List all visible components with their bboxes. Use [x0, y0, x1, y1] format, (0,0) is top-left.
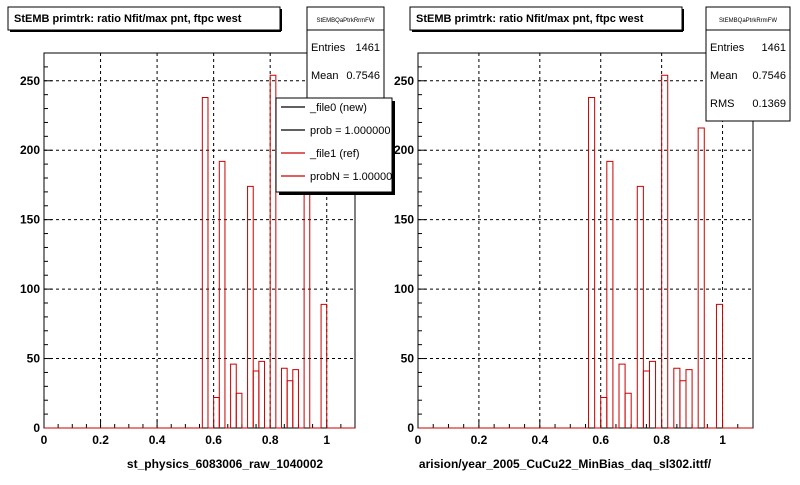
y-tick-label: 100 — [394, 282, 414, 296]
y-tick-label: 100 — [20, 282, 40, 296]
histogram-bin — [235, 392, 243, 428]
histogram-bin — [685, 369, 693, 428]
legend-label: _file1 (ref) — [309, 148, 360, 160]
histogram-bin — [201, 96, 209, 428]
legend-label: probN = 1.000000 — [310, 171, 398, 183]
histogram-bin — [258, 360, 266, 428]
stats-label: Entries — [710, 42, 745, 54]
y-tick-label: 200 — [20, 143, 40, 157]
histogram-bin — [320, 303, 328, 428]
chart-title: StEMB primtrk: ratio Nfit/max pnt, ftpc … — [416, 13, 644, 25]
y-tick-label: 250 — [394, 74, 414, 88]
histogram-bin — [624, 392, 632, 428]
x-tick-label: 0.2 — [471, 433, 488, 447]
stats-name: StEMBQaPtrkRrmFW — [317, 18, 375, 24]
x-axis-label: st_physics_6083006_raw_1040002 — [127, 457, 323, 471]
stats-label: Entries — [311, 42, 346, 54]
y-tick-label: 0 — [407, 421, 414, 435]
histogram-bin — [606, 160, 614, 428]
legend-label: _file0 (new) — [309, 102, 367, 114]
y-tick-label: 200 — [394, 143, 414, 157]
stats-name: StEMBQaPtrkRrmFW — [719, 18, 777, 24]
chart-title: StEMB primtrk: ratio Nfit/max pnt, ftpc … — [14, 13, 242, 25]
x-tick-label: 0.6 — [592, 433, 609, 447]
histogram-bin — [697, 127, 705, 428]
stats-box: StEMBQaPtrkRrmFW Entries 1461 Mean 0.7546 RMS… — [705, 6, 791, 122]
x-tick-label: 0.8 — [653, 433, 670, 447]
histogram-series — [44, 74, 355, 429]
histogram-bin — [218, 160, 226, 428]
stats-value: 0.1369 — [752, 98, 786, 110]
histogram-series — [418, 74, 753, 429]
legend: _file0 (new) prob = 1.000000 _file1 (ref) p… — [275, 97, 398, 195]
histogram-panel: 0 0.2 0.4 0.6 0.8 1 0 50 100 150 200 250 StEMB primt… — [394, 6, 791, 471]
stats-label: RMS — [710, 98, 734, 110]
chart-title-box: StEMB primtrk: ratio Nfit/max pnt, ftpc … — [7, 6, 282, 32]
stats-value: 1461 — [762, 42, 786, 54]
y-tick-label: 50 — [401, 352, 415, 366]
stats-frame — [705, 6, 791, 122]
plot-frame — [417, 52, 754, 429]
histogram-bin — [636, 185, 644, 428]
x-tick-label: 0 — [415, 433, 422, 447]
x-tick-label: 0 — [41, 433, 48, 447]
histogram-bin — [292, 369, 299, 428]
x-tick-label: 1 — [719, 433, 726, 447]
x-tick-label: 1 — [323, 433, 330, 447]
y-tick-label: 0 — [33, 421, 40, 435]
y-tick-label: 150 — [394, 213, 414, 227]
chart-title-box: StEMB primtrk: ratio Nfit/max pnt, ftpc … — [409, 6, 684, 32]
stats-value: 1461 — [356, 42, 380, 54]
histogram-bin — [588, 96, 596, 428]
y-tick-label: 150 — [20, 213, 40, 227]
stats-label: Mean — [710, 70, 738, 82]
legend-label: prob = 1.000000 — [310, 125, 390, 137]
histogram-bin — [247, 185, 254, 428]
histogram-panel: 0 0.2 0.4 0.6 0.8 1 0 50 100 150 200 250 StEMB primt… — [7, 6, 398, 471]
histogram-bin — [269, 74, 277, 428]
histogram-bin — [661, 74, 669, 428]
x-tick-label: 0.8 — [262, 433, 279, 447]
x-tick-label: 0.4 — [149, 433, 166, 447]
x-tick-label: 0.6 — [205, 433, 222, 447]
x-tick-label: 0.2 — [92, 433, 109, 447]
y-tick-label: 250 — [20, 74, 40, 88]
histogram-bin — [715, 303, 724, 428]
stats-label: Mean — [311, 70, 339, 82]
y-tick-label: 50 — [27, 352, 41, 366]
x-axis-label: arision/year_2005_CuCu22_MinBias_daq_sl3… — [419, 457, 712, 471]
histogram-bin — [648, 360, 657, 428]
x-tick-label: 0.4 — [531, 433, 548, 447]
stats-value: 0.7546 — [752, 70, 786, 82]
stats-value: 0.7546 — [346, 70, 380, 82]
